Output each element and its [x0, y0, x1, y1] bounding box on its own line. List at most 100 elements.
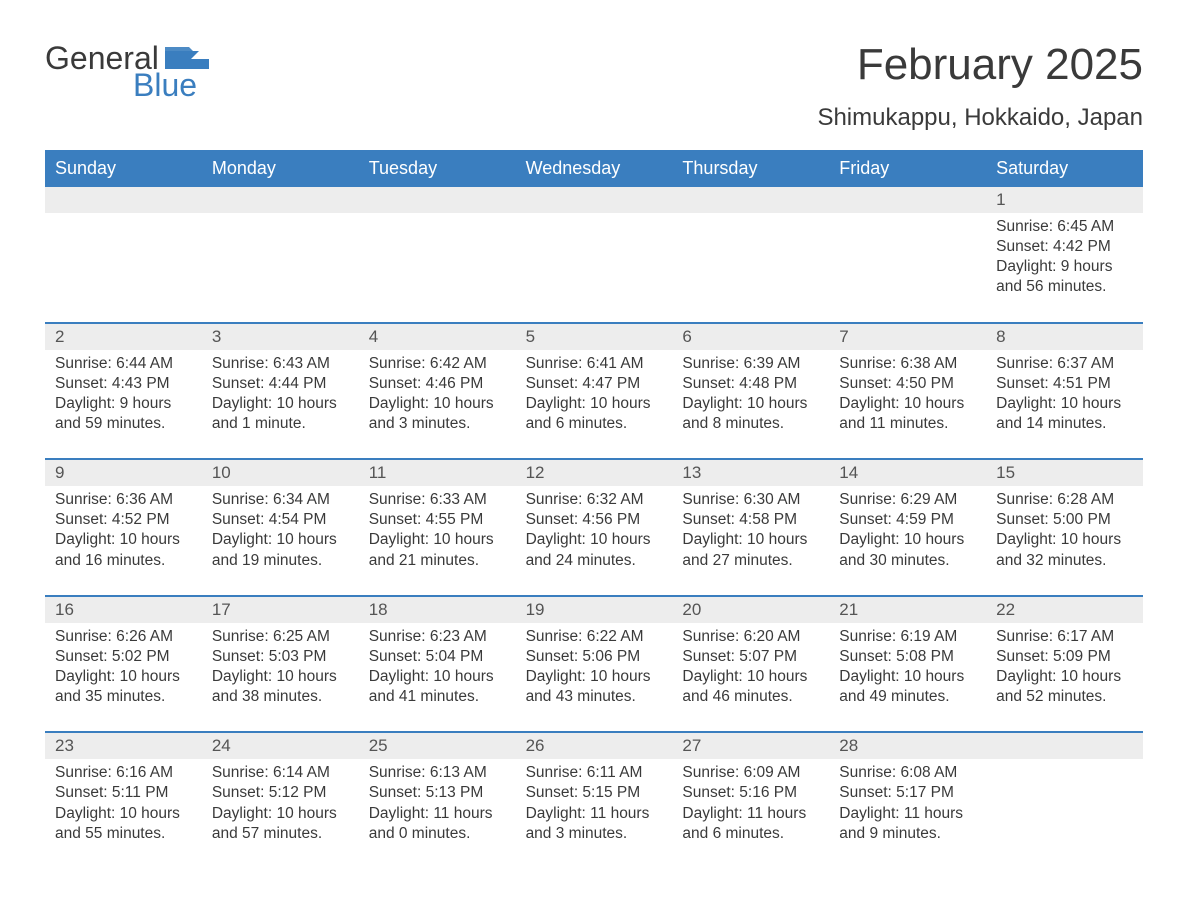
day-number: [986, 733, 1143, 759]
day-detail-line: Sunrise: 6:39 AM: [682, 354, 819, 374]
day-cell: Sunrise: 6:45 AMSunset: 4:42 PMDaylight:…: [986, 213, 1143, 322]
day-detail-line: Daylight: 10 hours: [212, 530, 349, 550]
day-detail-line: and 41 minutes.: [369, 687, 506, 707]
day-detail-line: Daylight: 10 hours: [996, 530, 1133, 550]
day-detail-line: Sunset: 4:48 PM: [682, 374, 819, 394]
day-detail-line: Sunset: 5:06 PM: [526, 647, 663, 667]
day-number: 10: [202, 460, 359, 486]
day-cell: Sunrise: 6:37 AMSunset: 4:51 PMDaylight:…: [986, 350, 1143, 459]
day-detail-line: and 35 minutes.: [55, 687, 192, 707]
day-detail-line: and 24 minutes.: [526, 551, 663, 571]
day-detail-line: and 59 minutes.: [55, 414, 192, 434]
day-detail-line: Sunrise: 6:37 AM: [996, 354, 1133, 374]
day-header: Saturday: [986, 150, 1143, 187]
day-detail-line: Sunset: 4:42 PM: [996, 237, 1133, 257]
day-cell: Sunrise: 6:16 AMSunset: 5:11 PMDaylight:…: [45, 759, 202, 868]
day-detail-line: and 52 minutes.: [996, 687, 1133, 707]
day-detail-line: Daylight: 10 hours: [55, 667, 192, 687]
day-detail-line: Sunrise: 6:36 AM: [55, 490, 192, 510]
day-number: 24: [202, 733, 359, 759]
day-detail-line: Daylight: 10 hours: [682, 667, 819, 687]
day-cell: Sunrise: 6:23 AMSunset: 5:04 PMDaylight:…: [359, 623, 516, 732]
day-number: [45, 187, 202, 213]
day-detail-line: Sunset: 5:00 PM: [996, 510, 1133, 530]
day-detail-line: Sunrise: 6:30 AM: [682, 490, 819, 510]
day-detail-line: and 6 minutes.: [682, 824, 819, 844]
day-detail-line: Sunset: 4:54 PM: [212, 510, 349, 530]
week-row: 9101112131415Sunrise: 6:36 AMSunset: 4:5…: [45, 458, 1143, 595]
day-cell: Sunrise: 6:44 AMSunset: 4:43 PMDaylight:…: [45, 350, 202, 459]
day-number: 15: [986, 460, 1143, 486]
day-detail-line: and 27 minutes.: [682, 551, 819, 571]
day-header-row: Sunday Monday Tuesday Wednesday Thursday…: [45, 150, 1143, 187]
day-header: Monday: [202, 150, 359, 187]
day-number: [359, 187, 516, 213]
day-detail-line: Daylight: 10 hours: [996, 667, 1133, 687]
day-detail-line: Sunrise: 6:23 AM: [369, 627, 506, 647]
day-detail-line: Sunset: 4:52 PM: [55, 510, 192, 530]
day-number: 21: [829, 597, 986, 623]
day-detail-line: Sunset: 5:11 PM: [55, 783, 192, 803]
day-cell: [202, 213, 359, 322]
day-number: 3: [202, 324, 359, 350]
day-cell: Sunrise: 6:14 AMSunset: 5:12 PMDaylight:…: [202, 759, 359, 868]
day-cell: Sunrise: 6:33 AMSunset: 4:55 PMDaylight:…: [359, 486, 516, 595]
day-detail-line: Daylight: 11 hours: [682, 804, 819, 824]
day-detail-line: Sunrise: 6:26 AM: [55, 627, 192, 647]
day-cell: Sunrise: 6:11 AMSunset: 5:15 PMDaylight:…: [516, 759, 673, 868]
day-cell: [359, 213, 516, 322]
day-number: 20: [672, 597, 829, 623]
day-number: 27: [672, 733, 829, 759]
day-detail-line: and 19 minutes.: [212, 551, 349, 571]
day-detail-line: and 14 minutes.: [996, 414, 1133, 434]
day-detail-line: Sunset: 4:46 PM: [369, 374, 506, 394]
header: General Blue February 2025 Shimukappu, H…: [45, 40, 1143, 132]
day-cell: [45, 213, 202, 322]
day-detail-line: Sunrise: 6:34 AM: [212, 490, 349, 510]
day-detail-line: Sunrise: 6:32 AM: [526, 490, 663, 510]
day-detail-line: Daylight: 10 hours: [839, 394, 976, 414]
day-number: 18: [359, 597, 516, 623]
day-detail-line: Daylight: 10 hours: [682, 394, 819, 414]
daynum-row: 2345678: [45, 324, 1143, 350]
week-row: 2345678Sunrise: 6:44 AMSunset: 4:43 PMDa…: [45, 322, 1143, 459]
day-detail-line: Sunset: 5:02 PM: [55, 647, 192, 667]
title-block: February 2025 Shimukappu, Hokkaido, Japa…: [817, 40, 1143, 132]
day-detail-line: Daylight: 10 hours: [839, 667, 976, 687]
day-detail-line: Daylight: 10 hours: [526, 530, 663, 550]
day-detail-line: and 3 minutes.: [526, 824, 663, 844]
day-detail-line: Sunset: 5:04 PM: [369, 647, 506, 667]
day-cell: Sunrise: 6:28 AMSunset: 5:00 PMDaylight:…: [986, 486, 1143, 595]
day-detail-line: and 46 minutes.: [682, 687, 819, 707]
day-detail-line: Sunset: 4:44 PM: [212, 374, 349, 394]
day-cell: Sunrise: 6:41 AMSunset: 4:47 PMDaylight:…: [516, 350, 673, 459]
day-detail-line: Daylight: 10 hours: [212, 394, 349, 414]
day-detail-line: and 21 minutes.: [369, 551, 506, 571]
day-number: [672, 187, 829, 213]
day-detail-line: and 43 minutes.: [526, 687, 663, 707]
day-cell: Sunrise: 6:34 AMSunset: 4:54 PMDaylight:…: [202, 486, 359, 595]
day-cell: Sunrise: 6:30 AMSunset: 4:58 PMDaylight:…: [672, 486, 829, 595]
day-detail-line: Sunset: 5:16 PM: [682, 783, 819, 803]
day-number: 4: [359, 324, 516, 350]
day-detail-line: Daylight: 9 hours: [996, 257, 1133, 277]
day-number: [202, 187, 359, 213]
week-row: 16171819202122Sunrise: 6:26 AMSunset: 5:…: [45, 595, 1143, 732]
day-detail-line: and 56 minutes.: [996, 277, 1133, 297]
day-detail-line: Sunrise: 6:11 AM: [526, 763, 663, 783]
day-detail-line: and 16 minutes.: [55, 551, 192, 571]
page-title: February 2025: [817, 40, 1143, 90]
day-detail-line: Sunset: 4:55 PM: [369, 510, 506, 530]
day-cell: Sunrise: 6:43 AMSunset: 4:44 PMDaylight:…: [202, 350, 359, 459]
day-detail-line: Sunset: 4:56 PM: [526, 510, 663, 530]
day-detail-line: and 8 minutes.: [682, 414, 819, 434]
logo: General Blue: [45, 40, 209, 104]
day-cell: Sunrise: 6:22 AMSunset: 5:06 PMDaylight:…: [516, 623, 673, 732]
day-header: Wednesday: [516, 150, 673, 187]
day-cell: [829, 213, 986, 322]
day-detail-line: Daylight: 10 hours: [526, 667, 663, 687]
day-number: 14: [829, 460, 986, 486]
day-detail-line: Sunset: 5:08 PM: [839, 647, 976, 667]
day-detail-line: Daylight: 10 hours: [369, 667, 506, 687]
day-number: [516, 187, 673, 213]
